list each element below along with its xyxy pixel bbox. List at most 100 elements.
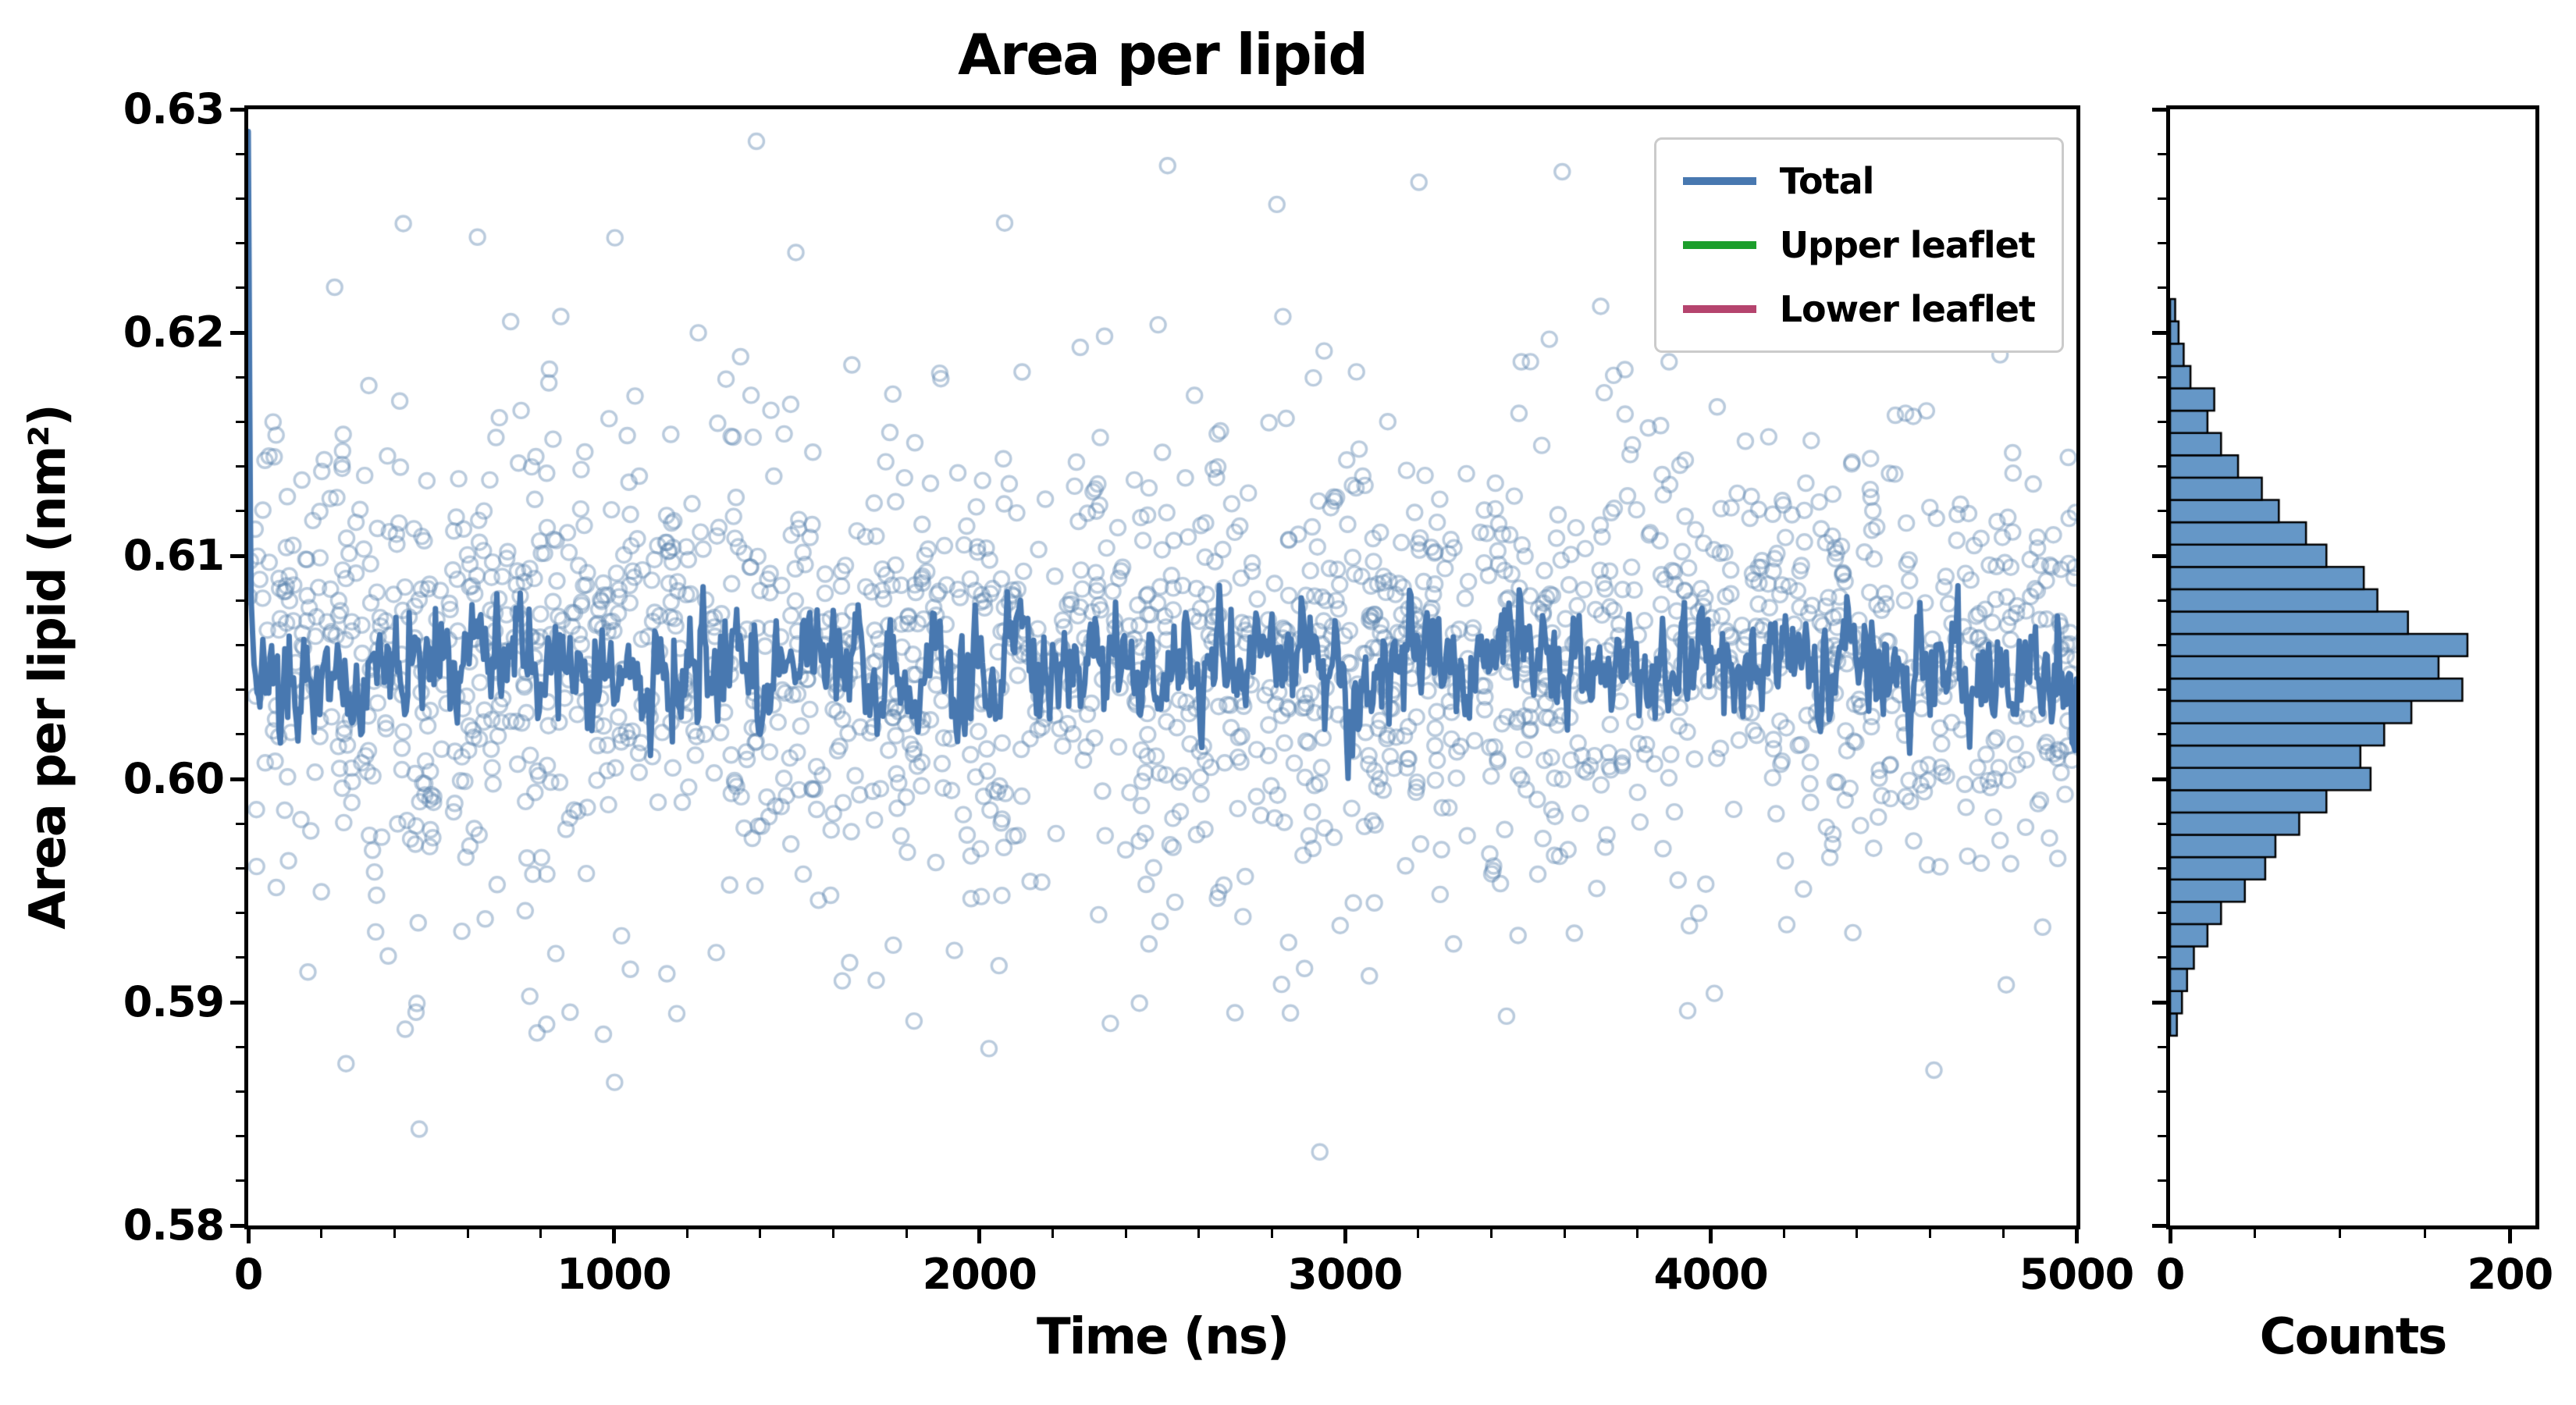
hist-y-minor-tick (2158, 1090, 2166, 1093)
y-minor-tick (236, 822, 244, 825)
x-major-tick (246, 1229, 251, 1243)
hist-y-major-tick (2152, 330, 2166, 335)
hist-y-minor-tick (2158, 242, 2166, 245)
y-tick-label: 0.58 (123, 1200, 225, 1250)
x-minor-tick (1417, 1229, 1420, 1238)
hist-y-major-tick (2152, 777, 2166, 781)
hist-y-minor-tick (2158, 912, 2166, 915)
chart-title: Area per lipid (958, 22, 1368, 87)
x-minor-tick (759, 1229, 762, 1238)
legend-label-upper-leaflet: Upper leaflet (1779, 224, 2036, 266)
x-tick-label: 1000 (557, 1250, 671, 1299)
y-minor-tick (236, 956, 244, 959)
y-minor-tick (236, 1090, 244, 1093)
y-minor-tick (236, 375, 244, 379)
hist-y-minor-tick (2158, 688, 2166, 692)
y-minor-tick (236, 1179, 244, 1183)
hist-y-minor-tick (2158, 152, 2166, 155)
hist-y-minor-tick (2158, 1045, 2166, 1048)
y-minor-tick (236, 912, 244, 915)
hist-y-minor-tick (2158, 286, 2166, 290)
x-tick-label: 4000 (1653, 1250, 1768, 1299)
hist-x-major-tick (2507, 1229, 2512, 1243)
hist-x-tick-label: 0 (2155, 1250, 2186, 1299)
hist-y-minor-tick (2158, 866, 2166, 870)
x-minor-tick (1782, 1229, 1785, 1238)
y-major-tick (230, 553, 244, 558)
x-minor-tick (539, 1229, 543, 1238)
hist-y-minor-tick (2158, 420, 2166, 423)
legend-item-upper-leaflet: Upper leaflet (1682, 219, 2036, 271)
x-minor-tick (685, 1229, 688, 1238)
legend-label-total: Total (1779, 160, 1875, 202)
x-minor-tick (1856, 1229, 1859, 1238)
legend: Total Upper leaflet Lower leaflet (1653, 137, 2064, 353)
x-minor-tick (320, 1229, 323, 1238)
x-axis-label-time: Time (ns) (1036, 1308, 1290, 1366)
hist-y-minor-tick (2158, 822, 2166, 825)
y-minor-tick (236, 286, 244, 290)
x-minor-tick (1929, 1229, 1932, 1238)
x-tick-label: 0 (233, 1250, 264, 1299)
x-major-tick (977, 1229, 982, 1243)
y-minor-tick (236, 866, 244, 870)
hist-y-major-tick (2152, 1000, 2166, 1005)
y-major-tick (230, 1223, 244, 1228)
y-tick-label: 0.60 (123, 754, 225, 803)
hist-y-minor-tick (2158, 1135, 2166, 1138)
y-tick-label: 0.59 (123, 977, 225, 1026)
x-major-tick (2074, 1229, 2079, 1243)
y-minor-tick (236, 152, 244, 155)
hist-y-minor-tick (2158, 197, 2166, 200)
x-tick-label: 3000 (1288, 1250, 1403, 1299)
y-major-tick (230, 107, 244, 112)
legend-label-lower-leaflet: Lower leaflet (1779, 288, 2036, 330)
y-minor-tick (236, 688, 244, 692)
y-minor-tick (236, 643, 244, 646)
hist-y-major-tick (2152, 107, 2166, 112)
x-tick-label: 2000 (922, 1250, 1037, 1299)
x-major-tick (1709, 1229, 1713, 1243)
y-minor-tick (236, 242, 244, 245)
y-minor-tick (236, 510, 244, 513)
x-tick-label: 5000 (2019, 1250, 2134, 1299)
legend-swatch-total (1682, 177, 1756, 185)
x-minor-tick (831, 1229, 834, 1238)
x-minor-tick (1636, 1229, 1639, 1238)
y-tick-label: 0.62 (123, 308, 225, 357)
x-minor-tick (1271, 1229, 1274, 1238)
hist-y-major-tick (2152, 553, 2166, 558)
y-minor-tick (236, 1045, 244, 1048)
legend-swatch-upper-leaflet (1682, 241, 1756, 249)
legend-swatch-lower-leaflet (1682, 305, 1756, 313)
hist-x-major-tick (2168, 1229, 2172, 1243)
hist-y-minor-tick (2158, 643, 2166, 646)
hist-x-tick-label: 200 (2467, 1250, 2553, 1299)
x-major-tick (1343, 1229, 1347, 1243)
y-major-tick (230, 1000, 244, 1005)
y-minor-tick (236, 197, 244, 200)
x-minor-tick (905, 1229, 908, 1238)
hist-y-minor-tick (2158, 465, 2166, 468)
y-minor-tick (236, 733, 244, 736)
x-minor-tick (1051, 1229, 1054, 1238)
y-tick-label: 0.63 (123, 84, 225, 133)
y-major-tick (230, 777, 244, 781)
hist-y-minor-tick (2158, 375, 2166, 379)
y-minor-tick (236, 599, 244, 602)
hist-y-minor-tick (2158, 599, 2166, 602)
hist-x-minor-tick (2339, 1229, 2342, 1238)
x-major-tick (611, 1229, 616, 1243)
hist-y-minor-tick (2158, 1179, 2166, 1183)
histogram-plot-area (2166, 105, 2539, 1229)
y-axis-label: Area per lipid (nm²) (20, 405, 77, 930)
histogram-plot-canvas (2170, 109, 2535, 1225)
x-minor-tick (1124, 1229, 1127, 1238)
hist-y-minor-tick (2158, 733, 2166, 736)
hist-y-minor-tick (2158, 510, 2166, 513)
x-minor-tick (393, 1229, 396, 1238)
y-minor-tick (236, 1135, 244, 1138)
legend-item-lower-leaflet: Lower leaflet (1682, 283, 2036, 335)
hist-y-major-tick (2152, 1223, 2166, 1228)
